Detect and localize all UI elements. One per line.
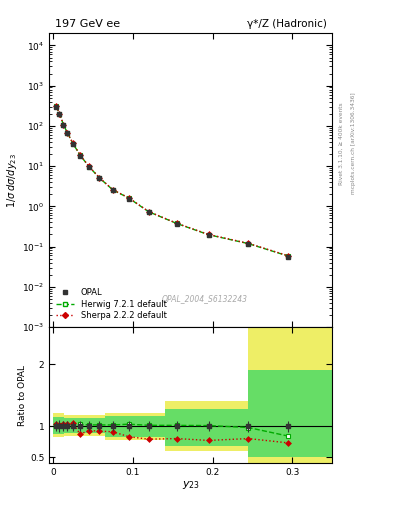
Y-axis label: $1/\sigma\,d\sigma/dy_{23}$: $1/\sigma\,d\sigma/dy_{23}$ [5, 153, 19, 208]
X-axis label: $y_{23}$: $y_{23}$ [182, 479, 200, 490]
Text: 197 GeV ee: 197 GeV ee [55, 19, 120, 29]
Text: OPAL_2004_S6132243: OPAL_2004_S6132243 [162, 294, 248, 304]
Y-axis label: Ratio to OPAL: Ratio to OPAL [18, 365, 27, 425]
Text: mcplots.cern.ch [arXiv:1306.3436]: mcplots.cern.ch [arXiv:1306.3436] [351, 93, 356, 194]
Text: Rivet 3.1.10, ≥ 400k events: Rivet 3.1.10, ≥ 400k events [339, 102, 344, 185]
Text: γ*/Z (Hadronic): γ*/Z (Hadronic) [246, 19, 327, 29]
Legend: OPAL, Herwig 7.2.1 default, Sherpa 2.2.2 default: OPAL, Herwig 7.2.1 default, Sherpa 2.2.2… [53, 286, 169, 323]
